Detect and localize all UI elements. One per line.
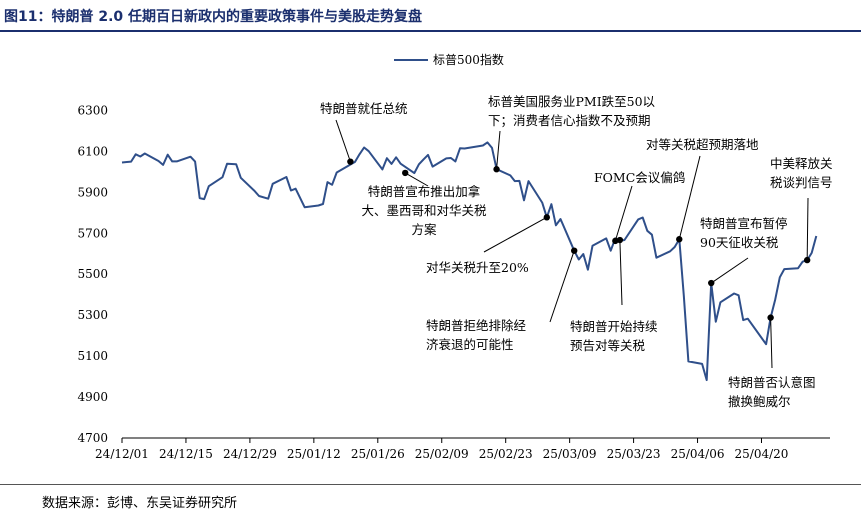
- x-tick-label: 24/12/15: [159, 447, 213, 461]
- annotation-label: 中美释放关: [770, 156, 833, 171]
- annotation-label: 特朗普开始持续: [570, 319, 658, 334]
- title-divider: [0, 30, 861, 32]
- annotation-marker: [571, 247, 578, 254]
- annotation-leader-line: [614, 185, 633, 242]
- annotation-leader-line: [335, 119, 351, 162]
- annotation-label: 预告对等关税: [570, 338, 646, 353]
- annotation-marker: [676, 236, 683, 243]
- annotation-marker: [708, 279, 715, 287]
- annotation-label: 特朗普宣布推出加拿: [368, 184, 481, 199]
- x-tick-label: 24/12/29: [223, 447, 277, 461]
- annotation-marker: [402, 169, 409, 177]
- y-tick-label: 5100: [77, 349, 108, 363]
- annotation-label: 标普美国服务业PMI跌至50以: [488, 94, 656, 109]
- sp500-series-line: [121, 141, 818, 382]
- annotation-marker: [616, 236, 624, 244]
- chart-series: [121, 141, 818, 382]
- annotation-marker: [803, 256, 811, 264]
- y-tick-label: 6100: [77, 144, 108, 158]
- annotation-label: 对等关税超预期落地: [646, 137, 759, 152]
- x-tick-label: 25/03/23: [607, 447, 661, 461]
- x-tick-label: 25/02/09: [415, 447, 469, 461]
- annotation-marker: [543, 214, 550, 221]
- annotation-label: 对华关税升至20%: [426, 260, 529, 275]
- y-tick-label: 4700: [77, 431, 108, 445]
- y-tick-label: 4900: [77, 390, 108, 404]
- annotation-label: FOMC会议偏鸽: [594, 170, 685, 185]
- annotation-label: 90天征收关税: [700, 235, 779, 250]
- annotation-label: 税谈判信号: [770, 175, 833, 190]
- y-tick-label: 5900: [77, 185, 108, 199]
- x-tick-label: 25/01/26: [351, 447, 405, 461]
- annotation-label: 特朗普宣布暂停: [700, 216, 788, 231]
- annotation-label: 大、墨西哥和对华关税: [361, 203, 487, 218]
- annotation-marker: [767, 314, 774, 321]
- x-tick-label: 25/04/06: [671, 447, 725, 461]
- annotation-label: 特朗普就任总统: [320, 101, 408, 116]
- y-tick-label: 5500: [77, 267, 108, 281]
- source-divider: [0, 484, 861, 485]
- annotation-label: 济衰退的可能性: [426, 337, 514, 352]
- annotation-label: 特朗普否认意图: [728, 375, 816, 390]
- x-tick-label: 25/02/23: [479, 447, 533, 461]
- annotation-leader-line: [404, 172, 429, 187]
- annotation-leader-line: [806, 197, 809, 261]
- annotation-marker: [493, 166, 500, 173]
- annotation-leader-line: [549, 250, 575, 323]
- annotation-label: 方案: [411, 222, 437, 237]
- y-tick-label: 6300: [77, 103, 108, 117]
- annotation-leader-line: [483, 216, 548, 253]
- source-note: 数据来源：彭博、东吴证券研究所: [42, 496, 238, 511]
- annotation-leader-line: [678, 155, 701, 240]
- annotation-leader-line: [770, 317, 773, 369]
- annotation-leader-line: [496, 130, 501, 170]
- x-tick-label: 25/01/12: [287, 447, 341, 461]
- legend-label: 标普500指数: [433, 52, 504, 67]
- x-tick-label: 25/04/20: [735, 447, 789, 461]
- y-tick-label: 5700: [77, 226, 108, 240]
- y-tick-label: 5300: [77, 308, 108, 322]
- figure-title: 图11：特朗普 2.0 任期百日新政内的重要政策事件与美股走势复盘: [4, 9, 423, 25]
- annotation-label: 特朗普拒绝排除经: [426, 318, 527, 333]
- x-tick-label: 25/03/09: [543, 447, 597, 461]
- annotation-leader-line: [710, 257, 749, 284]
- annotation-marker: [347, 158, 354, 165]
- chart-legend: 标普500指数: [394, 52, 504, 67]
- annotation-label: 撤换鲍威尔: [728, 394, 791, 409]
- annotation-leader-line: [619, 240, 623, 306]
- chart-axes: 4700 4900 5100 5300 5500 5700 5900 6100 6300 24/1…: [77, 103, 830, 461]
- annotation-label: 下；消费者信心指数不及预期: [488, 113, 651, 128]
- x-tick-label: 24/12/01: [95, 447, 149, 461]
